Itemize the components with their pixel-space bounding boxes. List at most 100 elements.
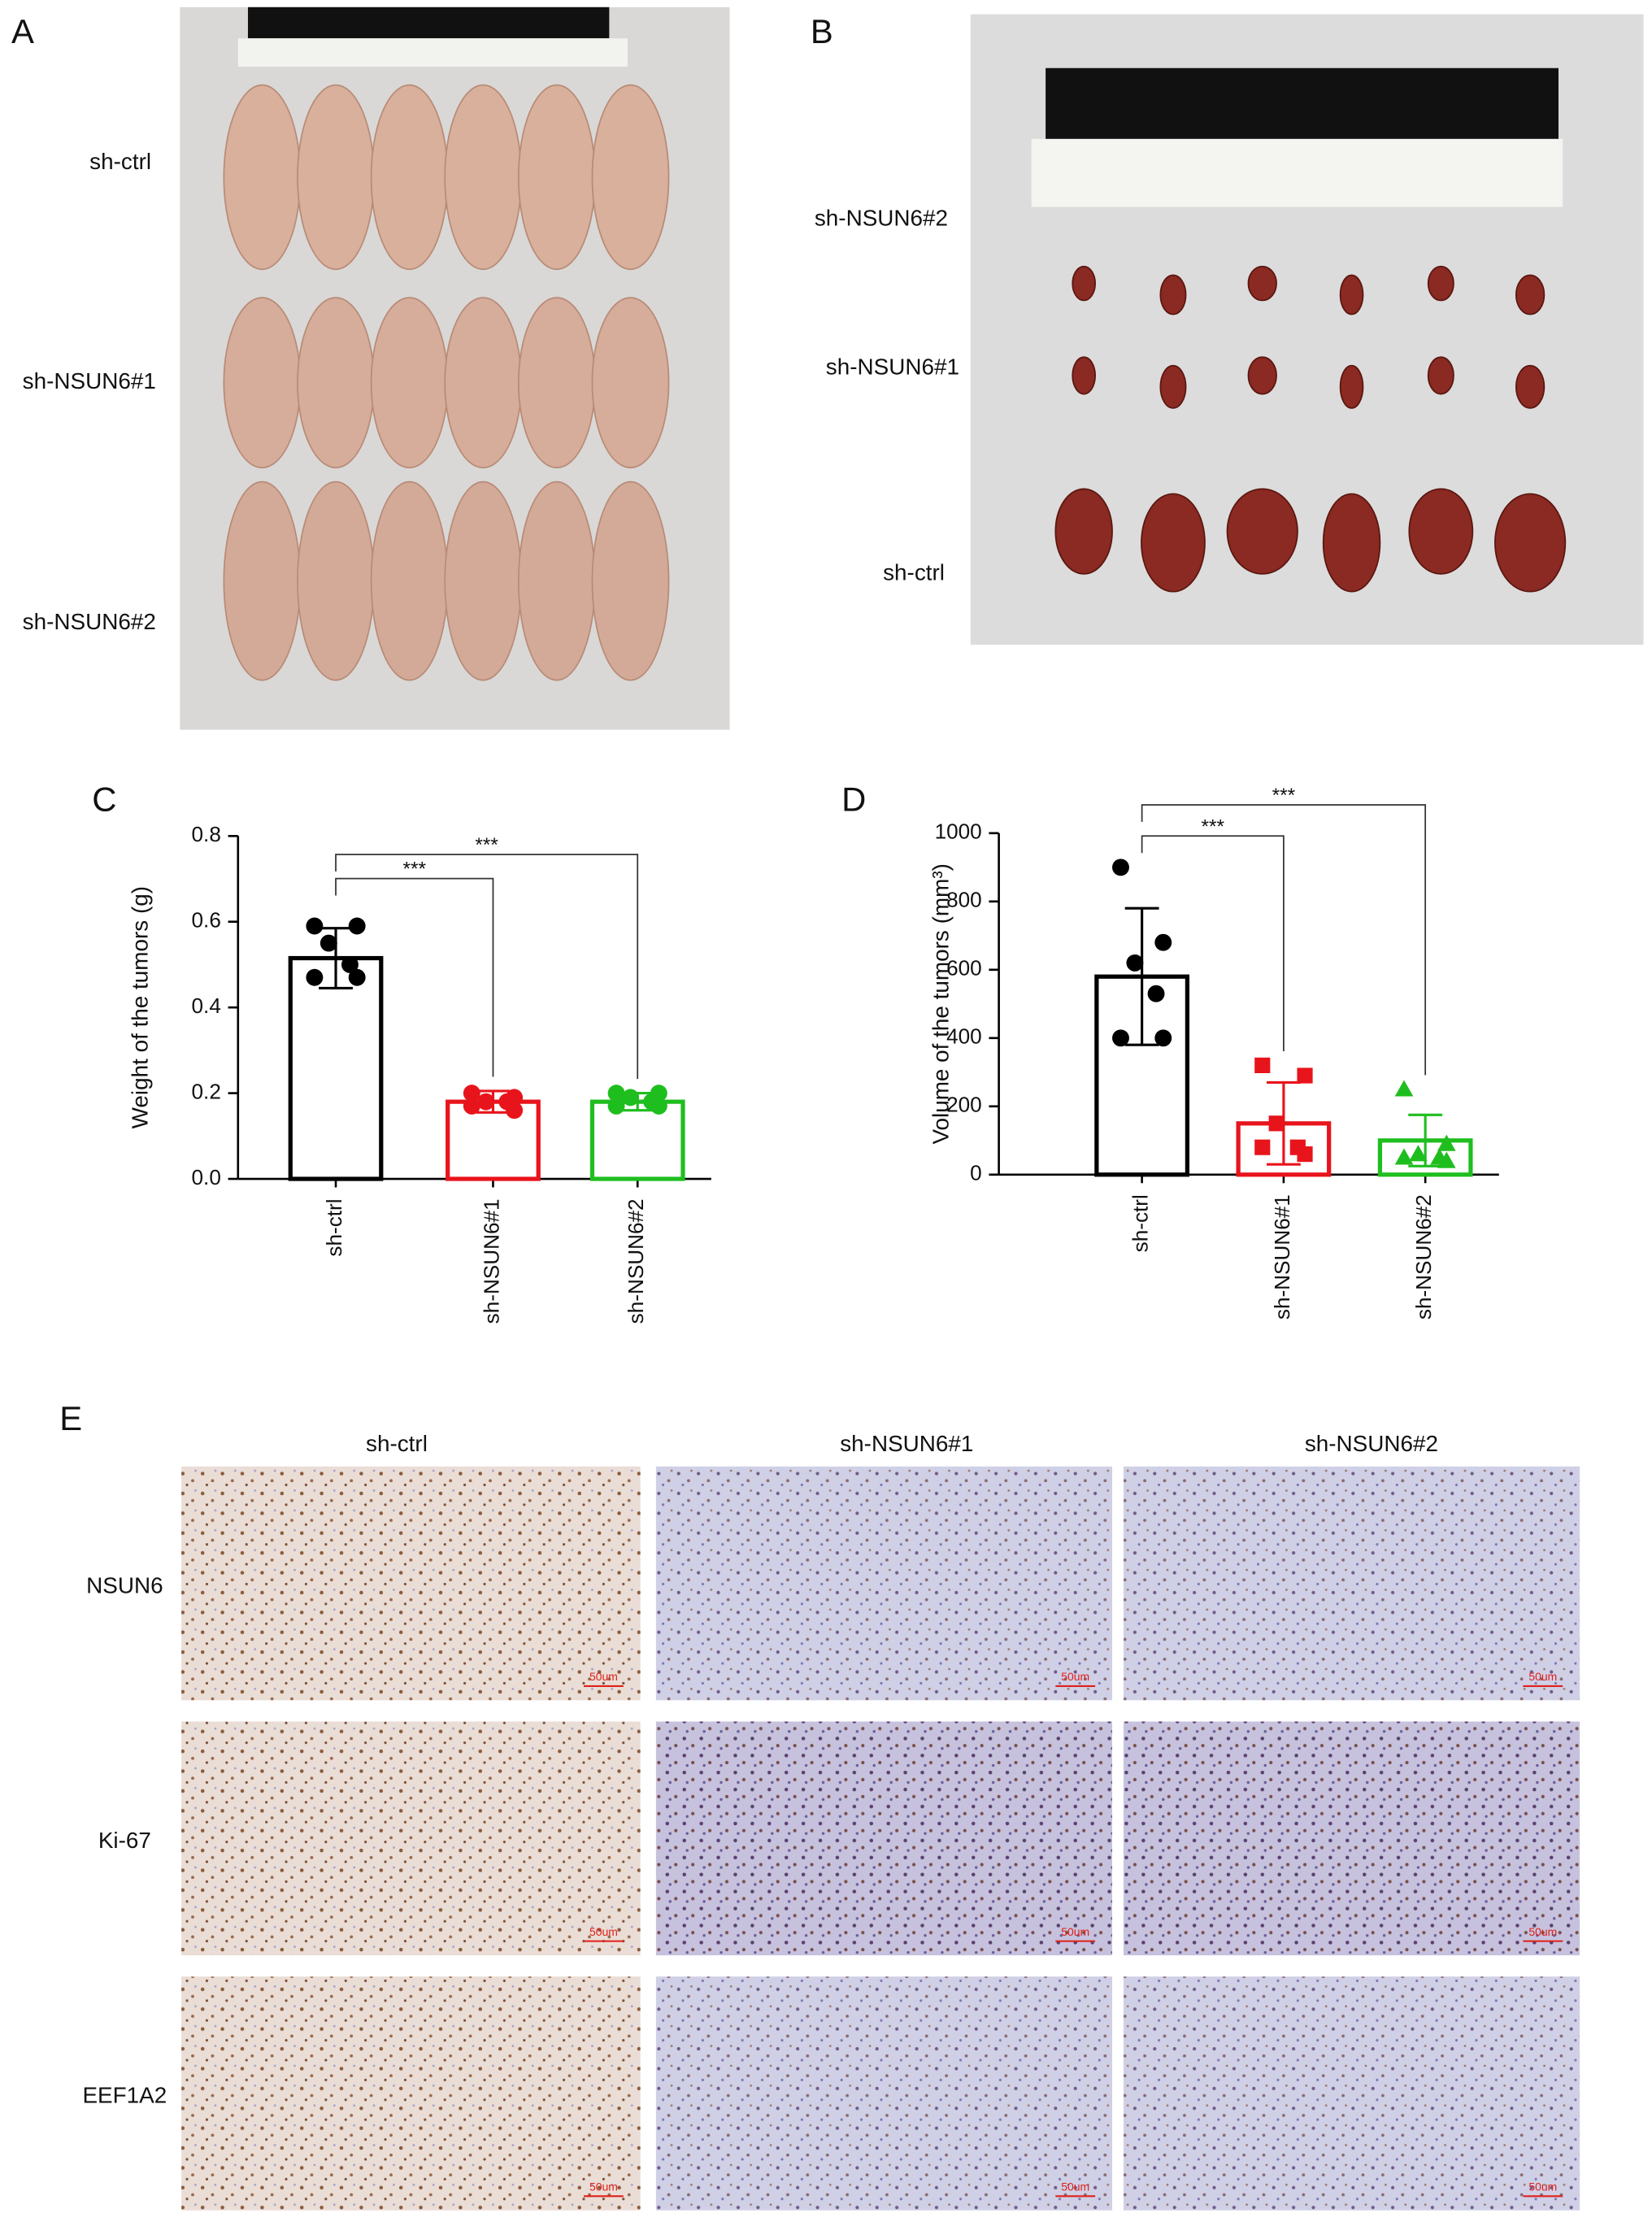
data-point [1268, 1115, 1285, 1132]
column-header: sh-ctrl [366, 1431, 428, 1456]
ihc-image [181, 1721, 641, 1956]
ihc-image [655, 1721, 1113, 1956]
significance-bracket [1141, 835, 1285, 1051]
tumor [1322, 493, 1381, 593]
row-label: sh-NSUN6#1 [23, 368, 156, 393]
column-header: sh-NSUN6#1 [840, 1431, 973, 1456]
data-point [306, 968, 324, 986]
row-label: sh-ctrl [883, 559, 945, 585]
data-point [607, 1085, 625, 1102]
scale-bar-label: 50um [1061, 2180, 1089, 2193]
row-label: sh-NSUN6#2 [23, 609, 156, 634]
mouse [370, 297, 449, 469]
data-point [506, 1102, 524, 1120]
panel-label: C [92, 780, 116, 819]
mouse [297, 480, 375, 681]
significance-bracket [335, 877, 494, 1077]
data-point [1394, 1080, 1414, 1097]
data-point [1126, 954, 1144, 972]
panel-label: A [11, 12, 34, 50]
ihc-image [1123, 1721, 1580, 1956]
error-bar [1124, 906, 1159, 1046]
tumor [1427, 265, 1454, 302]
ihc-image [1123, 1466, 1580, 1701]
scale-bar-label: 50um [1528, 2180, 1557, 2193]
bar [288, 955, 384, 1181]
data-point [341, 955, 359, 973]
mouse [223, 297, 302, 469]
tumor [1408, 488, 1474, 575]
tumor [1226, 488, 1298, 575]
y-tick-label: 1000 [935, 820, 982, 844]
y-tick-label: 400 [946, 1024, 982, 1049]
ihc-image [655, 1466, 1113, 1701]
mouse [591, 480, 670, 681]
y-tick-label: 0 [970, 1161, 982, 1185]
significance-bracket [335, 854, 639, 1080]
data-point [348, 968, 366, 986]
data-point [650, 1097, 667, 1115]
scale-bar-label: 50um [1528, 1925, 1557, 1938]
mouse [370, 84, 449, 271]
tumor [1159, 274, 1187, 315]
mouse [591, 84, 670, 271]
significance-label: *** [1202, 815, 1225, 837]
x-tick-label: sh-NSUN6#1 [1270, 1194, 1294, 1320]
x-tick-label: sh-NSUN6#2 [1411, 1194, 1436, 1320]
data-point [1147, 985, 1165, 1002]
mouse [444, 84, 523, 271]
y-tick-label: 0.0 [192, 1165, 221, 1189]
y-tick-label: 0.4 [192, 993, 221, 1018]
tumor [1339, 274, 1364, 315]
row-label: sh-NSUN6#1 [826, 354, 959, 380]
significance-label: *** [403, 859, 427, 880]
y-axis-label: Volume of the tumors (mm³) [928, 863, 953, 1144]
data-point [1154, 933, 1172, 951]
data-point [348, 917, 366, 935]
tumor [1427, 356, 1454, 395]
bar [589, 1099, 685, 1181]
y-tick-label: 0.8 [192, 822, 221, 846]
data-point [1297, 1067, 1313, 1084]
x-tick-label: sh-NSUN6#2 [624, 1198, 648, 1324]
tumor [1494, 493, 1567, 593]
data-point [1437, 1134, 1456, 1151]
mouse [223, 480, 302, 681]
data-point [306, 917, 324, 935]
mouse [591, 297, 670, 469]
data-point [477, 1093, 495, 1111]
data-point [1394, 1148, 1414, 1165]
y-tick-label: 800 [946, 888, 982, 912]
y-tick-label: 600 [946, 956, 982, 980]
column-header: sh-NSUN6#2 [1305, 1431, 1438, 1456]
data-point [463, 1085, 480, 1102]
y-axis-label: Weight of the tumors (g) [128, 886, 153, 1129]
scale-bar-label: 50um [589, 1670, 618, 1683]
data-point [1297, 1146, 1313, 1163]
tumor [1054, 488, 1113, 575]
mouse [370, 480, 449, 681]
panel-label: B [811, 12, 833, 50]
data-point [1112, 1029, 1129, 1047]
tumor [1159, 364, 1187, 409]
mouse [444, 297, 523, 469]
ihc-image [655, 1976, 1113, 2211]
ihc-image [181, 1976, 641, 2211]
mouse [223, 84, 302, 271]
data-point [463, 1097, 480, 1115]
scale-bar-label: 50um [589, 2180, 618, 2193]
mouse [517, 297, 596, 469]
y-tick-label: 200 [946, 1093, 982, 1117]
row-label: Ki-67 [98, 1828, 151, 1853]
tumor [1247, 265, 1277, 302]
significance-bracket [1141, 804, 1427, 1076]
data-point [1254, 1057, 1271, 1073]
bar [446, 1099, 541, 1181]
x-tick-label: sh-ctrl [1128, 1194, 1153, 1252]
panel-label: D [841, 780, 866, 819]
data-point [1409, 1145, 1428, 1162]
panel-label: E [59, 1399, 82, 1437]
scale-bar-label: 50um [1061, 1925, 1089, 1938]
